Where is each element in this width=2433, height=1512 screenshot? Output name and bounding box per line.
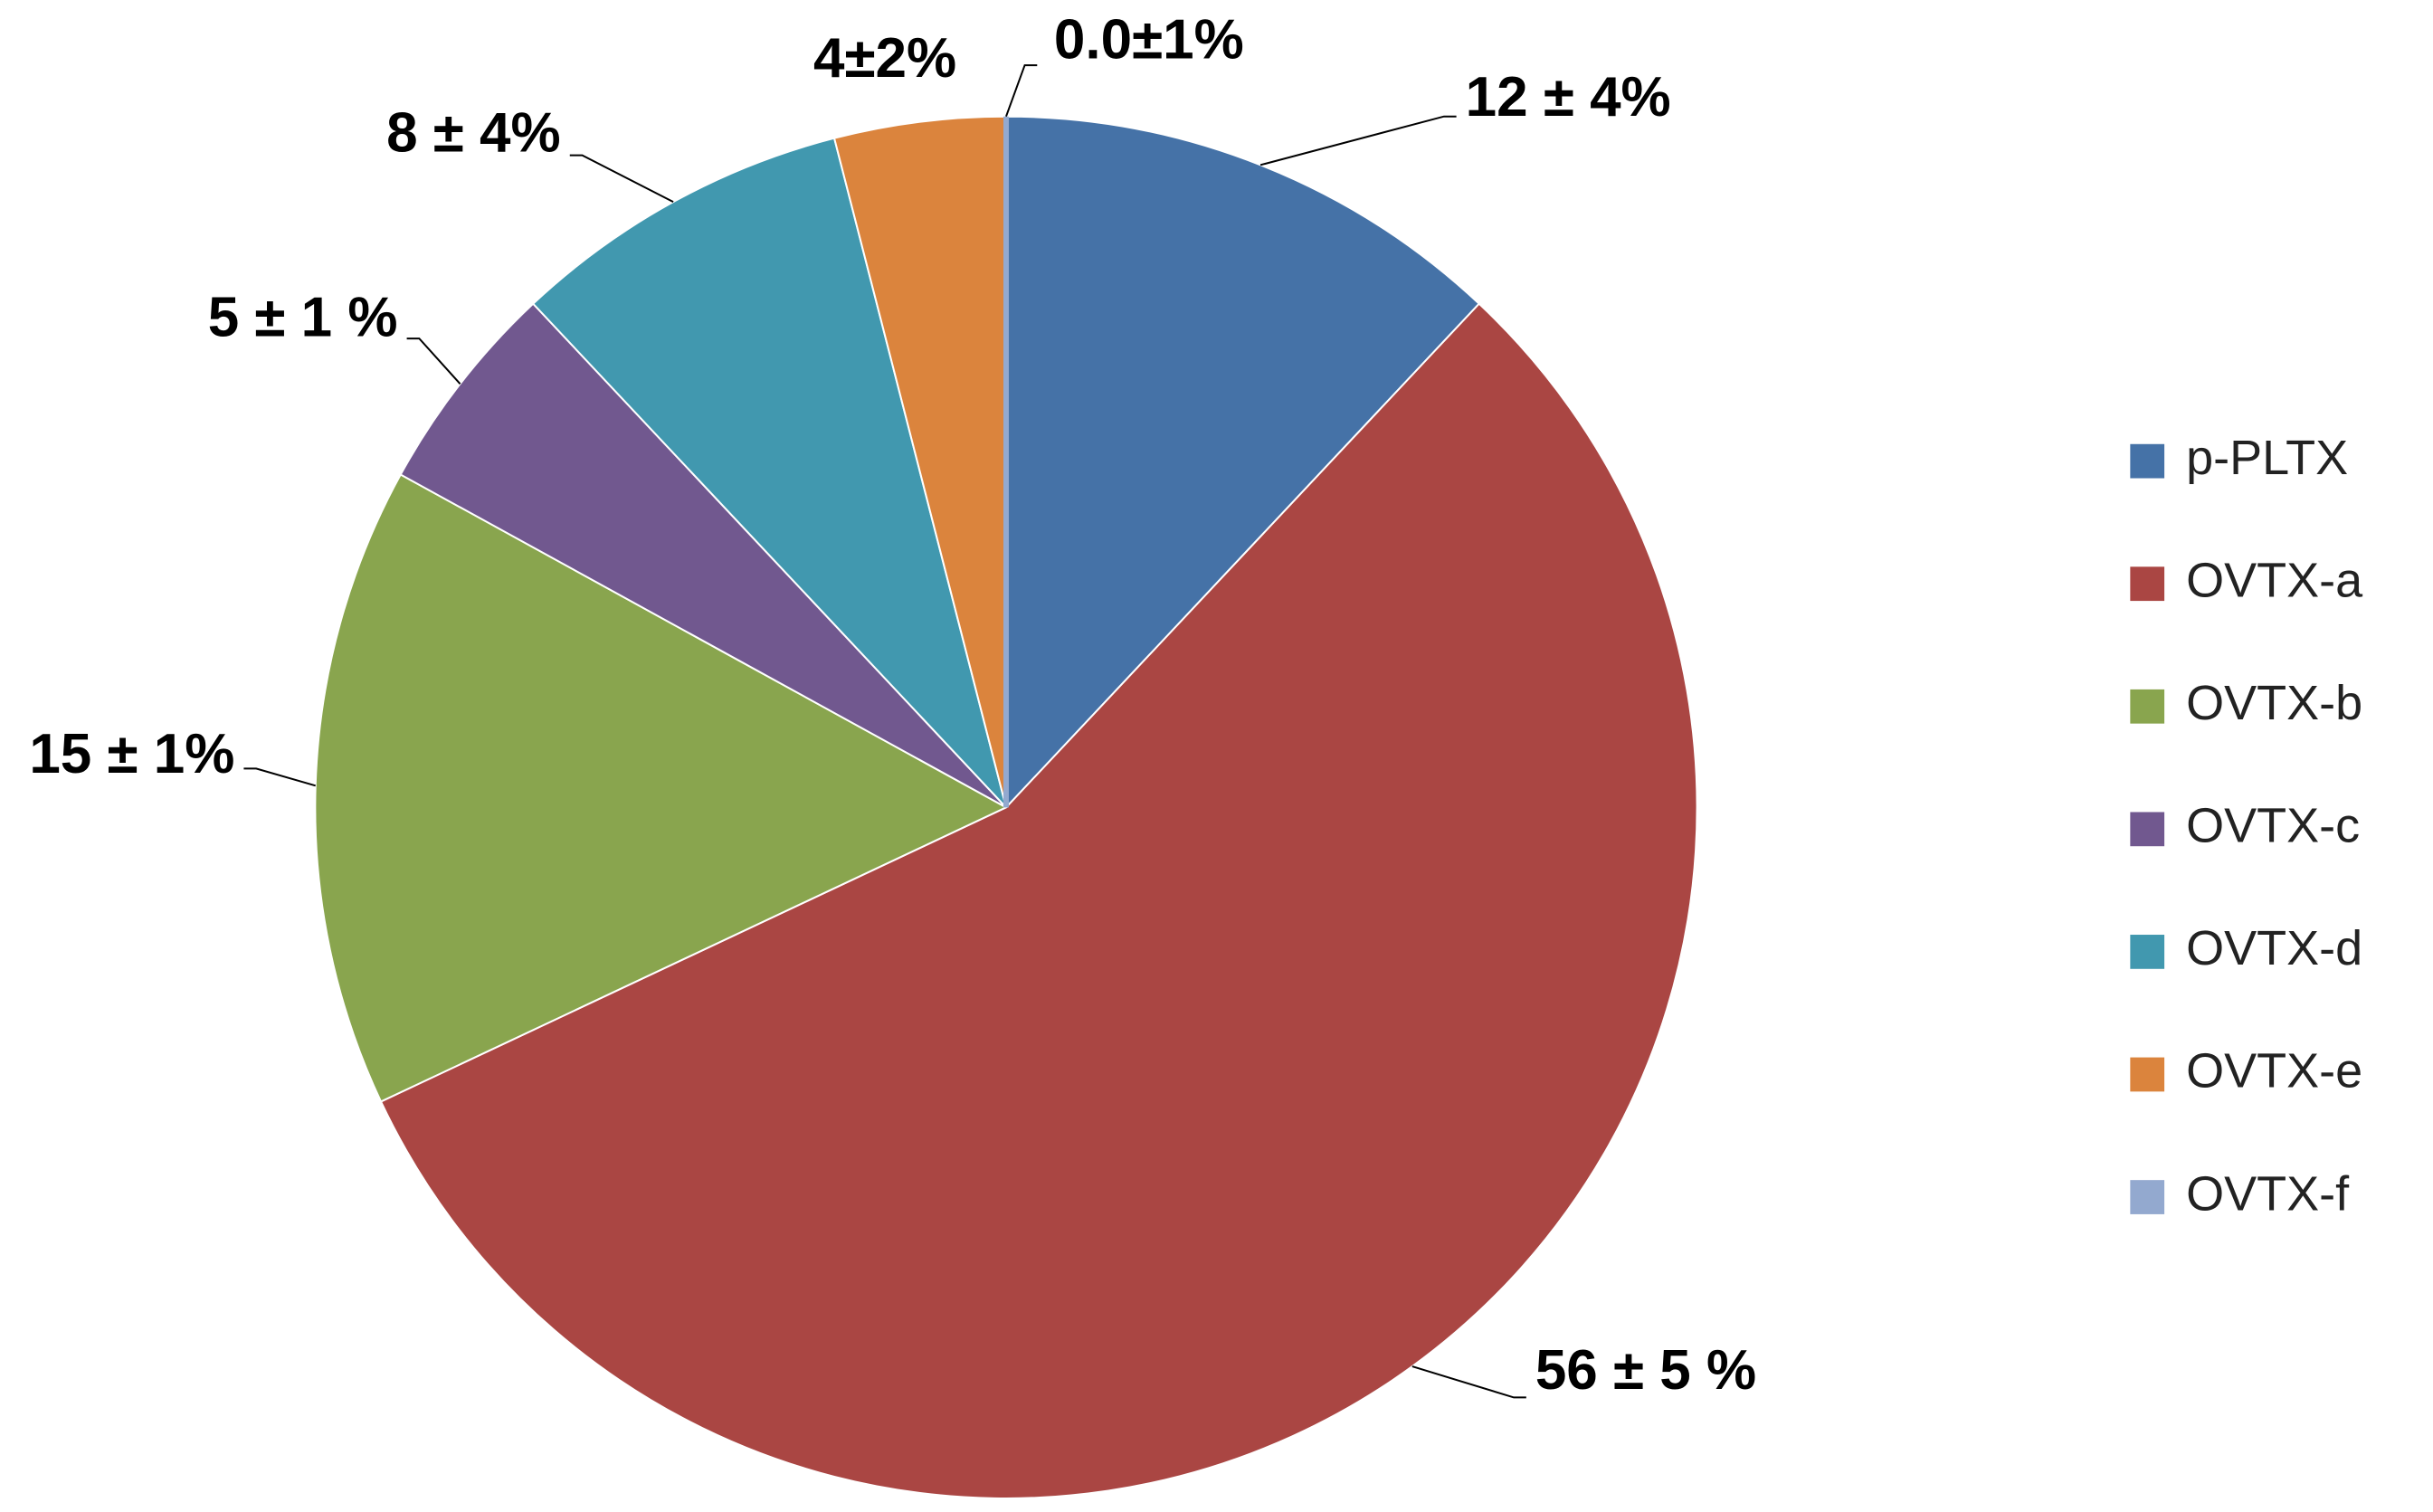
leader-line: [1259, 115, 1457, 166]
leader-line: [569, 154, 674, 204]
legend-swatch: [2130, 689, 2165, 724]
legend-swatch: [2130, 812, 2165, 847]
pie-slice: [379, 302, 1698, 1499]
data-label: 56 ± 5 %: [1535, 1339, 1756, 1402]
data-label: 15 ± 1%: [29, 723, 234, 785]
data-label: 5 ± 1 %: [208, 287, 398, 349]
pie-slice: [832, 115, 1007, 808]
data-label: 12 ± 4%: [1466, 66, 1671, 128]
data-label: 8 ± 4%: [386, 101, 561, 164]
legend-label: p-PLTX: [2186, 431, 2348, 485]
pie-slice: [531, 137, 1007, 809]
pie-slice: [1004, 115, 1481, 810]
leader-line: [406, 338, 461, 385]
legend-label: OVTX-c: [2186, 799, 2360, 853]
data-label: 0.0±1%: [1054, 8, 1244, 71]
leader-line: [1005, 64, 1038, 118]
legend-label: OVTX-f: [2186, 1166, 2350, 1221]
legend-swatch: [2130, 1057, 2165, 1092]
legend-label: OVTX-b: [2186, 676, 2362, 730]
legend-swatch: [2130, 1180, 2165, 1214]
pie-slice: [399, 302, 1007, 809]
legend-label: OVTX-e: [2186, 1044, 2362, 1098]
legend-label: OVTX-a: [2186, 553, 2363, 607]
data-label: 4±2%: [813, 27, 956, 90]
leader-line: [1411, 1365, 1526, 1399]
pie-slice: [314, 473, 1009, 1103]
legend-swatch: [2130, 566, 2165, 602]
legend-swatch: [2130, 935, 2165, 969]
legend-label: OVTX-d: [2186, 921, 2362, 975]
legend-swatch: [2130, 443, 2165, 479]
leader-line: [243, 767, 317, 787]
